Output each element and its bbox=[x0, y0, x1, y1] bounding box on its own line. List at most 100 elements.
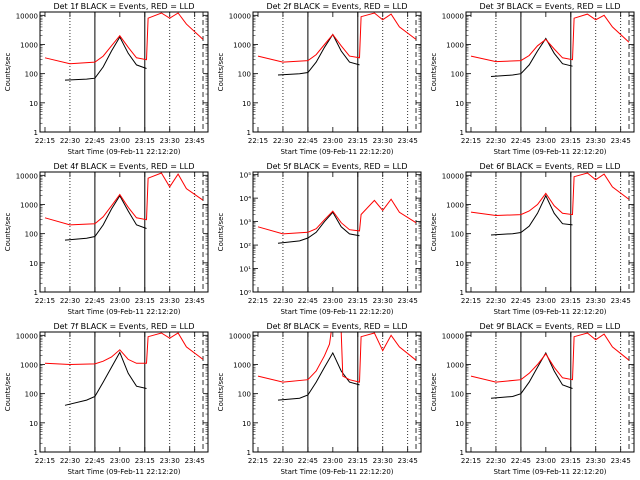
panel-title: Det 2f BLACK = Events, RED = LLD bbox=[266, 2, 407, 11]
y-axis-label: Counts/sec bbox=[430, 53, 438, 92]
detector-panel: Det 5f BLACK = Events, RED = LLD Counts/s… bbox=[217, 162, 422, 316]
events-series-line bbox=[490, 37, 573, 77]
y-tick-label: 1000 bbox=[20, 201, 38, 209]
y-tick-label: 1000 bbox=[446, 201, 464, 209]
y-tick-label: 10 bbox=[29, 260, 38, 268]
lld-series-line bbox=[44, 12, 204, 65]
x-tick-label: 23:30 bbox=[160, 137, 180, 145]
y-axis-label: Counts/sec bbox=[430, 373, 438, 412]
x-tick-label: 23:45 bbox=[398, 137, 418, 145]
x-tick-label: 23:30 bbox=[586, 457, 606, 465]
x-tick-label: 23:30 bbox=[373, 297, 393, 305]
panel-title: Det 3f BLACK = Events, RED = LLD bbox=[479, 2, 620, 11]
x-axis-label: Start Time (09-Feb-11 22:12:20) bbox=[67, 148, 180, 156]
x-tick-label: 22:30 bbox=[60, 457, 80, 465]
events-series-line bbox=[277, 211, 360, 244]
events-series-line bbox=[490, 351, 573, 399]
x-tick-label: 23:30 bbox=[586, 137, 606, 145]
plot-frame bbox=[252, 171, 422, 293]
y-tick-label: 1000 bbox=[20, 41, 38, 49]
detector-panel: Det 4f BLACK = Events, RED = LLD Counts/s… bbox=[4, 162, 209, 316]
x-tick-label: 23:30 bbox=[160, 457, 180, 465]
plot-frame bbox=[39, 331, 209, 453]
x-tick-label: 22:45 bbox=[85, 137, 105, 145]
x-axis-label: Start Time (09-Feb-11 22:12:20) bbox=[280, 308, 393, 316]
y-tick-label: 100 bbox=[25, 71, 38, 79]
x-tick-label: 23:45 bbox=[398, 297, 418, 305]
x-tick-label: 23:15 bbox=[135, 297, 155, 305]
panel-title: Det 8f BLACK = Events, RED = LLD bbox=[266, 322, 407, 331]
y-tick-label: 1 bbox=[34, 449, 38, 457]
y-tick-label: 10000 bbox=[442, 172, 464, 180]
y-tick-label: 100 bbox=[451, 231, 464, 239]
y-tick-label: 10⁰ bbox=[239, 289, 251, 297]
lld-series-line bbox=[470, 332, 630, 383]
y-tick-label: 1000 bbox=[233, 361, 251, 369]
y-tick-label: 10000 bbox=[16, 332, 38, 340]
y-tick-label: 1 bbox=[247, 129, 251, 137]
events-series-line bbox=[277, 351, 360, 401]
y-tick-label: 1000 bbox=[446, 41, 464, 49]
x-tick-label: 23:00 bbox=[323, 137, 343, 145]
events-series-line bbox=[64, 35, 147, 81]
plot-frame bbox=[39, 11, 209, 133]
y-tick-label: 10000 bbox=[442, 332, 464, 340]
x-tick-label: 23:45 bbox=[185, 457, 205, 465]
detector-panel: Det 1f BLACK = Events, RED = LLD Counts/s… bbox=[4, 2, 209, 156]
lld-series-line bbox=[257, 198, 417, 235]
events-series-line bbox=[277, 33, 360, 76]
x-tick-label: 22:15 bbox=[461, 297, 481, 305]
x-tick-label: 23:45 bbox=[185, 137, 205, 145]
y-tick-label: 1 bbox=[460, 289, 464, 297]
lld-series-line bbox=[470, 172, 630, 217]
lld-series-line bbox=[257, 12, 417, 63]
x-tick-label: 22:30 bbox=[486, 137, 506, 145]
panel-title: Det 1f BLACK = Events, RED = LLD bbox=[53, 2, 194, 11]
x-tick-label: 23:15 bbox=[561, 457, 581, 465]
x-tick-label: 23:30 bbox=[160, 297, 180, 305]
x-tick-label: 23:45 bbox=[611, 137, 631, 145]
y-tick-label: 10000 bbox=[229, 12, 251, 20]
y-tick-label: 10 bbox=[29, 420, 38, 428]
x-tick-label: 23:00 bbox=[536, 457, 556, 465]
x-tick-label: 23:00 bbox=[110, 137, 130, 145]
plot-frame bbox=[465, 171, 635, 293]
x-tick-label: 23:15 bbox=[348, 137, 368, 145]
y-axis-label: Counts/sec bbox=[4, 213, 12, 252]
x-tick-label: 22:15 bbox=[461, 137, 481, 145]
x-tick-label: 22:45 bbox=[511, 297, 531, 305]
y-tick-label: 10¹ bbox=[239, 266, 251, 274]
x-tick-label: 22:15 bbox=[35, 457, 55, 465]
y-tick-label: 10000 bbox=[442, 12, 464, 20]
x-tick-label: 22:30 bbox=[60, 297, 80, 305]
plot-frame bbox=[252, 11, 422, 133]
y-tick-label: 10 bbox=[242, 420, 251, 428]
x-axis-label: Start Time (09-Feb-11 22:12:20) bbox=[493, 308, 606, 316]
panel-title: Det 7f BLACK = Events, RED = LLD bbox=[53, 322, 194, 331]
x-tick-label: 23:15 bbox=[561, 137, 581, 145]
x-tick-label: 23:00 bbox=[323, 457, 343, 465]
events-series-line bbox=[64, 351, 147, 406]
plot-frame bbox=[252, 331, 422, 453]
y-tick-label: 10² bbox=[239, 242, 251, 250]
y-axis-label: Counts/sec bbox=[217, 373, 225, 412]
x-tick-label: 22:45 bbox=[511, 137, 531, 145]
x-tick-label: 22:45 bbox=[85, 457, 105, 465]
lld-series-line bbox=[470, 13, 630, 63]
y-axis-label: Counts/sec bbox=[430, 213, 438, 252]
x-tick-label: 22:15 bbox=[248, 137, 268, 145]
y-tick-label: 1 bbox=[34, 289, 38, 297]
x-tick-label: 23:00 bbox=[536, 137, 556, 145]
panel-title: Det 6f BLACK = Events, RED = LLD bbox=[479, 162, 620, 171]
lld-series-line bbox=[44, 332, 204, 366]
detector-panel: Det 3f BLACK = Events, RED = LLD Counts/s… bbox=[430, 2, 635, 156]
x-tick-label: 22:15 bbox=[35, 297, 55, 305]
x-tick-label: 23:30 bbox=[586, 297, 606, 305]
x-axis-label: Start Time (09-Feb-11 22:12:20) bbox=[280, 148, 393, 156]
x-tick-label: 23:15 bbox=[348, 457, 368, 465]
x-tick-label: 22:45 bbox=[85, 297, 105, 305]
y-tick-label: 10000 bbox=[16, 12, 38, 20]
x-tick-label: 23:15 bbox=[135, 457, 155, 465]
x-axis-label: Start Time (09-Feb-11 22:12:20) bbox=[493, 148, 606, 156]
x-tick-label: 22:15 bbox=[248, 457, 268, 465]
